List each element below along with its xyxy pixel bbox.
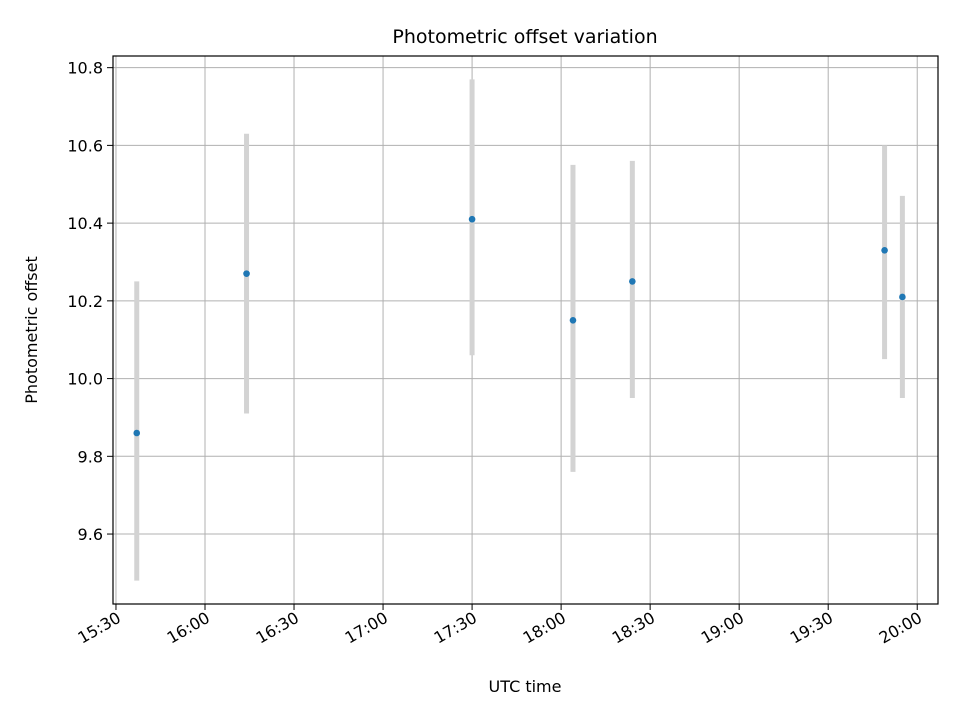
x-tick-label: 19:00 (698, 608, 747, 648)
y-tick-label: 10.2 (67, 292, 103, 311)
x-tick-label: 16:30 (253, 608, 302, 648)
data-point (881, 247, 888, 254)
data-point (243, 270, 250, 277)
x-tick-label: 17:30 (431, 608, 480, 648)
x-tick-label: 17:00 (342, 608, 391, 648)
data-point (133, 429, 141, 437)
error-bars (134, 79, 905, 581)
x-tick-label: 18:00 (520, 608, 569, 648)
y-tick-label: 10.6 (67, 136, 103, 155)
y-tick-label: 9.6 (78, 525, 103, 544)
data-point (569, 316, 577, 324)
y-tick-label: 10.8 (67, 59, 103, 78)
plot-frame (112, 55, 939, 605)
y-tick-label: 9.8 (78, 447, 103, 466)
y-axis-ticks: 9.6 9.8 10.0 10.2 10.4 10.6 10.8 (67, 59, 113, 544)
chart-title: Photometric offset variation (392, 26, 657, 48)
y-tick-label: 10.0 (67, 370, 103, 389)
x-tick-label: 15:30 (75, 608, 124, 648)
data-points (133, 215, 906, 437)
data-point (629, 278, 636, 285)
y-axis-label: Photometric offset (22, 256, 41, 404)
x-axis-label: UTC time (489, 677, 562, 696)
data-point (899, 293, 906, 301)
x-tick-label: 19:30 (787, 608, 836, 648)
x-tick-label: 16:00 (164, 608, 213, 648)
x-tick-label: 20:00 (876, 608, 925, 648)
y-tick-label: 10.4 (67, 214, 103, 233)
x-tick-label: 18:30 (609, 608, 658, 648)
grid (113, 56, 938, 604)
data-point (468, 215, 476, 223)
x-axis-ticks: 15:30 16:00 16:30 17:00 17:30 18:00 18:30 19:00… (75, 604, 925, 648)
